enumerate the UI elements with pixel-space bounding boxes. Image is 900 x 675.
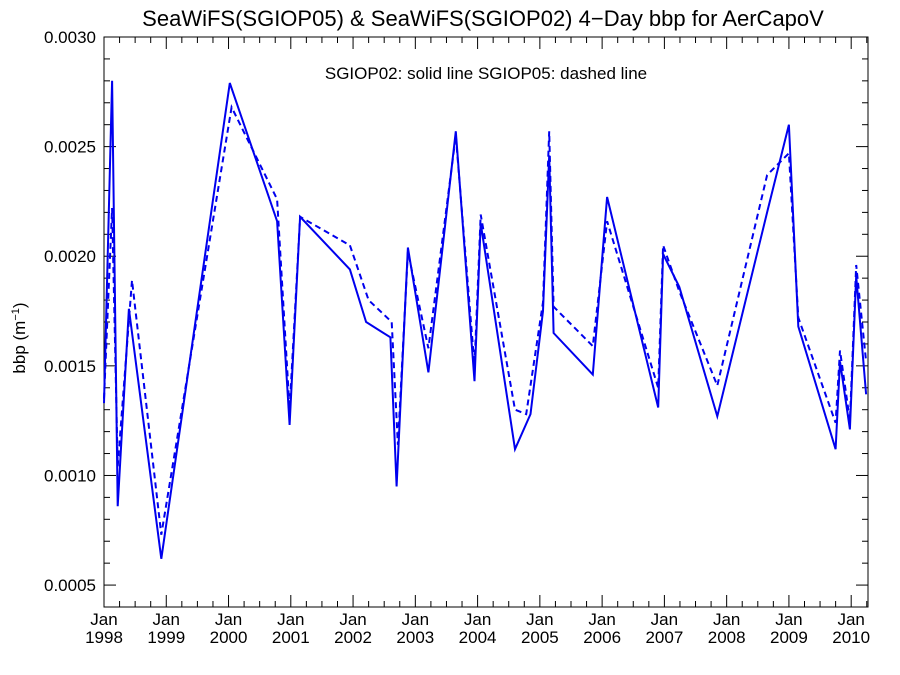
- x-tick-label-year: 2000: [210, 628, 248, 647]
- x-tick-label-month: Jan: [775, 610, 802, 629]
- series-line-sgiop02: [103, 80, 868, 559]
- y-axis-label: bbp (m−1): [10, 302, 29, 373]
- x-tick-label-month: Jan: [215, 610, 242, 629]
- x-tick-label-month: Jan: [402, 610, 429, 629]
- x-tick-label-year: 1998: [85, 628, 123, 647]
- y-tick-label: 0.0030: [44, 28, 96, 47]
- x-tick-label-month: Jan: [339, 610, 366, 629]
- x-tick-label-month: Jan: [277, 610, 304, 629]
- y-tick-labels: 0.0005 0.0010 0.0015 0.0020 0.0025 0.0030: [44, 28, 96, 595]
- y-tick-label: 0.0010: [44, 466, 96, 485]
- x-tick-label-month: Jan: [837, 610, 864, 629]
- x-tick-label-year: 2010: [832, 628, 870, 647]
- x-tick-labels: Jan1998Jan1999Jan2000Jan2001Jan2002Jan20…: [85, 610, 870, 647]
- axis-ticks: [103, 36, 868, 608]
- y-axis-label-main: bbp (m: [10, 321, 29, 374]
- y-tick-label: 0.0025: [44, 138, 96, 157]
- x-tick-label-year: 2007: [645, 628, 683, 647]
- legend-annotation: SGIOP02: solid line SGIOP05: dashed line: [325, 64, 647, 83]
- y-tick-label: 0.0005: [44, 576, 96, 595]
- x-tick-label-month: Jan: [526, 610, 553, 629]
- chart-title: SeaWiFS(SGIOP05) & SeaWiFS(SGIOP02) 4−Da…: [142, 6, 824, 31]
- x-tick-label-year: 2003: [396, 628, 434, 647]
- x-tick-label-year: 2005: [521, 628, 559, 647]
- x-tick-label-month: Jan: [464, 610, 491, 629]
- x-tick-label-month: Jan: [651, 610, 678, 629]
- x-tick-label-year: 2001: [272, 628, 310, 647]
- plot-frame: [103, 36, 869, 608]
- x-tick-label-month: Jan: [588, 610, 615, 629]
- x-tick-label-year: 2009: [770, 628, 808, 647]
- y-tick-label: 0.0020: [44, 247, 96, 266]
- y-tick-label: 0.0015: [44, 357, 96, 376]
- x-tick-label-year: 2006: [583, 628, 621, 647]
- series-lines: [103, 80, 868, 559]
- x-tick-label-year: 2008: [708, 628, 746, 647]
- x-tick-label-month: Jan: [90, 610, 117, 629]
- x-tick-label-year: 1999: [147, 628, 185, 647]
- y-axis-label-superscript: −1: [10, 308, 22, 321]
- x-tick-label-month: Jan: [153, 610, 180, 629]
- series-line-sgiop05: [103, 103, 868, 535]
- x-tick-label-year: 2004: [459, 628, 497, 647]
- y-axis-label-close: ): [10, 302, 29, 308]
- x-tick-label-month: Jan: [713, 610, 740, 629]
- x-tick-label-year: 2002: [334, 628, 372, 647]
